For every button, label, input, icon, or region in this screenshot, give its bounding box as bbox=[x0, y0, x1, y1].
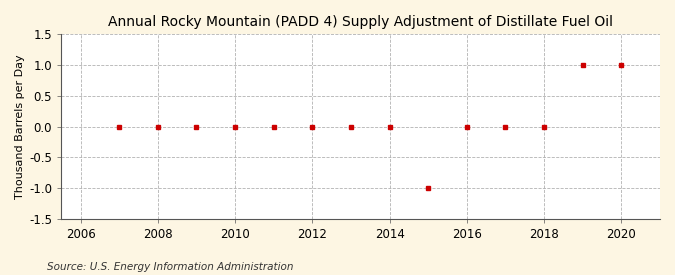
Text: Source: U.S. Energy Information Administration: Source: U.S. Energy Information Administ… bbox=[47, 262, 294, 272]
Title: Annual Rocky Mountain (PADD 4) Supply Adjustment of Distillate Fuel Oil: Annual Rocky Mountain (PADD 4) Supply Ad… bbox=[108, 15, 613, 29]
Y-axis label: Thousand Barrels per Day: Thousand Barrels per Day bbox=[15, 54, 25, 199]
